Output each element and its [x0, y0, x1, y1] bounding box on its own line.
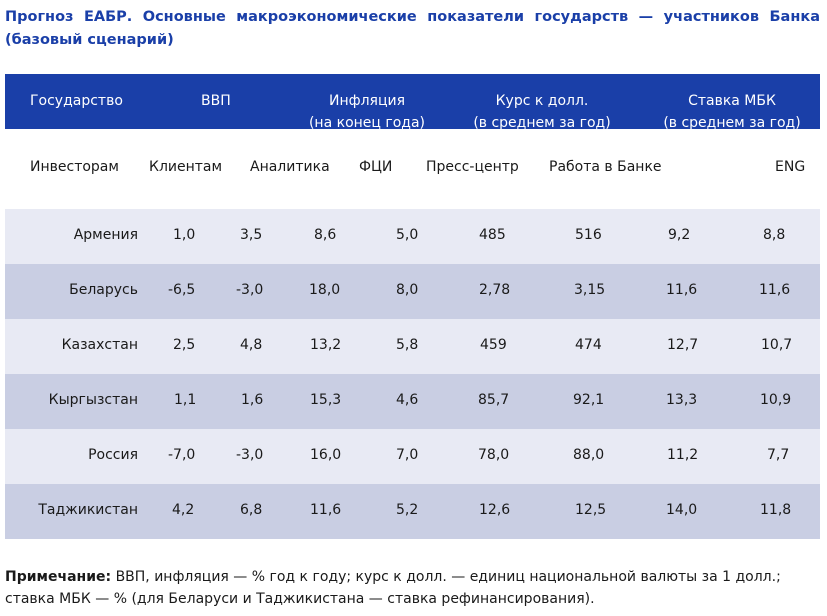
- interbank-2015-cell: 13,3: [666, 392, 698, 408]
- footnote: Примечание: ВВП, инфляция — % год к году…: [5, 566, 825, 610]
- column-header-sub: (в среднем за год): [663, 115, 801, 129]
- page-title: Прогноз ЕАБР. Основные макроэкономически…: [5, 9, 820, 48]
- gdp-2015-cell: 4,2: [172, 502, 195, 518]
- gdp-2016-cell: -3,0: [236, 447, 264, 463]
- gdp-2015-cell: 1,1: [174, 392, 197, 408]
- rate-2015-cell: 12,6: [479, 502, 511, 518]
- column-header-label: Государство: [30, 93, 123, 109]
- rate-2016-cell: 474: [575, 337, 602, 353]
- gdp-2015-cell: -6,5: [168, 282, 196, 298]
- nav-press-center[interactable]: Пресс-центр: [426, 159, 519, 175]
- footnote-label: Примечание:: [5, 569, 112, 585]
- interbank-2015-cell: 11,2: [667, 447, 699, 463]
- table-row: Беларусь -6,5 -3,0 18,0 8,0 2,78 3,15 11…: [5, 264, 820, 319]
- inflation-2016-cell: 7,0: [396, 447, 419, 463]
- table-row: Таджикистан 4,2 6,8 11,6 5,2 12,6 12,5 1…: [5, 484, 820, 539]
- country-cell: Россия: [88, 447, 138, 463]
- interbank-2016-cell: 10,9: [760, 392, 792, 408]
- nav-language-eng[interactable]: ENG: [775, 159, 806, 175]
- interbank-2016-cell: 7,7: [767, 447, 790, 463]
- nav-fci[interactable]: ФЦИ: [359, 159, 393, 175]
- country-cell: Таджикистан: [38, 502, 138, 518]
- rate-2015-cell: 85,7: [478, 392, 510, 408]
- column-header-label: Инфляция: [328, 93, 405, 109]
- gdp-2015-cell: -7,0: [168, 447, 196, 463]
- gdp-2016-cell: 3,5: [240, 227, 263, 243]
- table-row: Казахстан 2,5 4,8 13,2 5,8 459 474 12,7 …: [5, 319, 820, 374]
- gdp-2016-cell: 4,8: [240, 337, 263, 353]
- nav-analytics[interactable]: Аналитика: [250, 159, 330, 175]
- inflation-2015-cell: 16,0: [310, 447, 342, 463]
- column-header-exchange-rate: Курс к долл. (в среднем за год): [467, 93, 617, 129]
- interbank-2015-cell: 11,6: [666, 282, 698, 298]
- table-row: Россия -7,0 -3,0 16,0 7,0 78,0 88,0 11,2…: [5, 429, 820, 484]
- column-header-country: Государство: [30, 93, 123, 109]
- rate-2016-cell: 88,0: [573, 447, 605, 463]
- interbank-2016-cell: 10,7: [761, 337, 793, 353]
- top-navigation: Инвесторам Клиентам Аналитика ФЦИ Пресс-…: [5, 129, 820, 209]
- column-header-inflation: Инфляция (на конец года): [307, 93, 427, 129]
- gdp-2016-cell: 6,8: [240, 502, 263, 518]
- rate-2015-cell: 2,78: [479, 282, 511, 298]
- interbank-2016-cell: 8,8: [763, 227, 786, 243]
- interbank-2016-cell: 11,8: [760, 502, 792, 518]
- column-header-label: Ставка МБК: [688, 93, 776, 109]
- table-body: Армения 1,0 3,5 8,6 5,0 485 516 9,2 8,8 …: [5, 209, 820, 539]
- inflation-2015-cell: 11,6: [310, 502, 342, 518]
- gdp-2015-cell: 1,0: [173, 227, 196, 243]
- inflation-2015-cell: 18,0: [309, 282, 341, 298]
- column-header-label: Курс к долл.: [495, 93, 589, 109]
- country-cell: Казахстан: [61, 337, 138, 353]
- inflation-2016-cell: 5,8: [396, 337, 419, 353]
- inflation-2015-cell: 15,3: [310, 392, 342, 408]
- column-header-label: ВВП: [201, 93, 231, 109]
- interbank-2016-cell: 11,6: [759, 282, 791, 298]
- rate-2016-cell: 3,15: [574, 282, 606, 298]
- inflation-2015-cell: 8,6: [314, 227, 337, 243]
- inflation-2015-cell: 13,2: [310, 337, 342, 353]
- nav-careers[interactable]: Работа в Банке: [549, 159, 662, 175]
- interbank-2015-cell: 14,0: [666, 502, 698, 518]
- rate-2016-cell: 92,1: [573, 392, 605, 408]
- table-header: Государство ВВП Инфляция (на конец года)…: [5, 74, 820, 129]
- gdp-2015-cell: 2,5: [173, 337, 196, 353]
- column-header-interbank-rate: Ставка МБК (в среднем за год): [657, 93, 807, 129]
- rate-2015-cell: 459: [480, 337, 507, 353]
- rate-2015-cell: 485: [479, 227, 506, 243]
- column-header-sub: (в среднем за год): [473, 115, 611, 129]
- interbank-2015-cell: 9,2: [668, 227, 691, 243]
- column-header-sub: (на конец года): [308, 115, 426, 129]
- footnote-text: ВВП, инфляция — % год к году; курс к дол…: [5, 569, 781, 607]
- country-cell: Армения: [73, 227, 138, 243]
- inflation-2016-cell: 4,6: [396, 392, 419, 408]
- column-header-gdp: ВВП: [201, 93, 231, 109]
- rate-2016-cell: 12,5: [575, 502, 607, 518]
- inflation-2016-cell: 5,2: [396, 502, 419, 518]
- nav-investors[interactable]: Инвесторам: [30, 159, 119, 175]
- interbank-2015-cell: 12,7: [667, 337, 699, 353]
- rate-2015-cell: 78,0: [478, 447, 510, 463]
- table-row: Армения 1,0 3,5 8,6 5,0 485 516 9,2 8,8: [5, 209, 820, 264]
- nav-clients[interactable]: Клиентам: [149, 159, 223, 175]
- inflation-2016-cell: 5,0: [396, 227, 419, 243]
- rate-2016-cell: 516: [575, 227, 602, 243]
- table-row: Кыргызстан 1,1 1,6 15,3 4,6 85,7 92,1 13…: [5, 374, 820, 429]
- country-cell: Кыргызстан: [48, 392, 138, 408]
- gdp-2016-cell: 1,6: [241, 392, 264, 408]
- gdp-2016-cell: -3,0: [236, 282, 264, 298]
- inflation-2016-cell: 8,0: [396, 282, 419, 298]
- country-cell: Беларусь: [69, 282, 138, 298]
